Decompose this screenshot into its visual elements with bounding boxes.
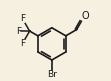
Text: O: O [82, 11, 90, 21]
Text: Br: Br [47, 70, 57, 79]
Text: F: F [20, 39, 25, 48]
Text: F: F [20, 14, 25, 23]
Text: F: F [16, 27, 21, 36]
